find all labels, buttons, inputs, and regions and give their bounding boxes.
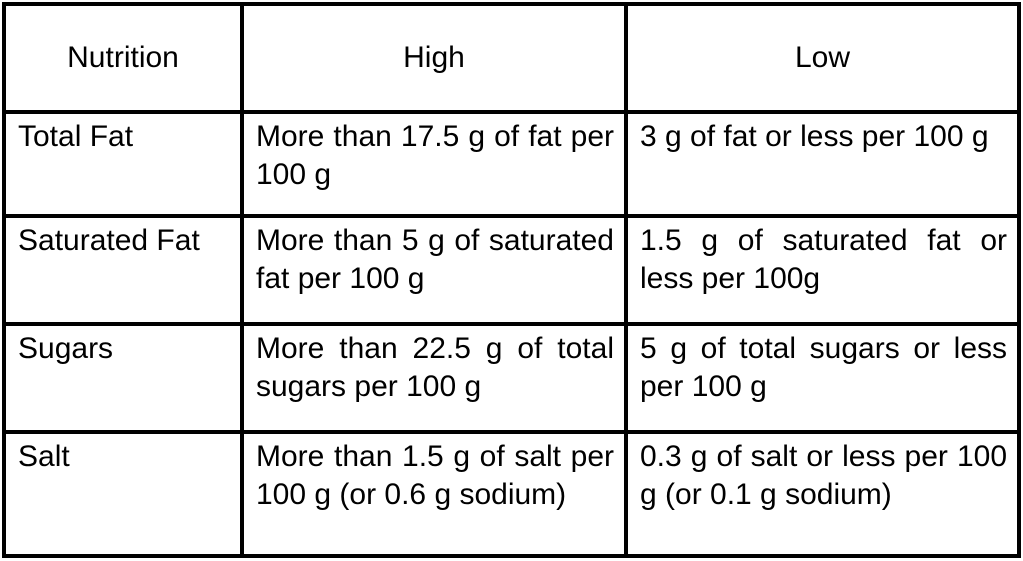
table-cell: 0.3 g of salt or less per 100 g (or 0.1 … <box>628 434 1017 554</box>
table-cell: 3 g of fat or less per 100 g <box>628 114 1017 214</box>
row-label: Salt <box>6 434 240 554</box>
table-cell: More than 17.5 g of fat per 100 g <box>244 114 624 214</box>
table-cell: More than 1.5 g of salt per 100 g (or 0.… <box>244 434 624 554</box>
table-cell: 5 g of total sugars or less per 100 g <box>628 326 1017 430</box>
row-label: Total Fat <box>6 114 240 214</box>
table-cell: 1.5 g of saturated fat or less per 100g <box>628 218 1017 322</box>
table-cell: More than 5 g of saturated fat per 100 g <box>244 218 624 322</box>
header-cell: High <box>244 6 624 110</box>
header-cell: Nutrition <box>6 6 240 110</box>
header-cell: Low <box>628 6 1017 110</box>
row-label: Saturated Fat <box>6 218 240 322</box>
table-cell: More than 22.5 g of total sugars per 100… <box>244 326 624 430</box>
row-label: Sugars <box>6 326 240 430</box>
